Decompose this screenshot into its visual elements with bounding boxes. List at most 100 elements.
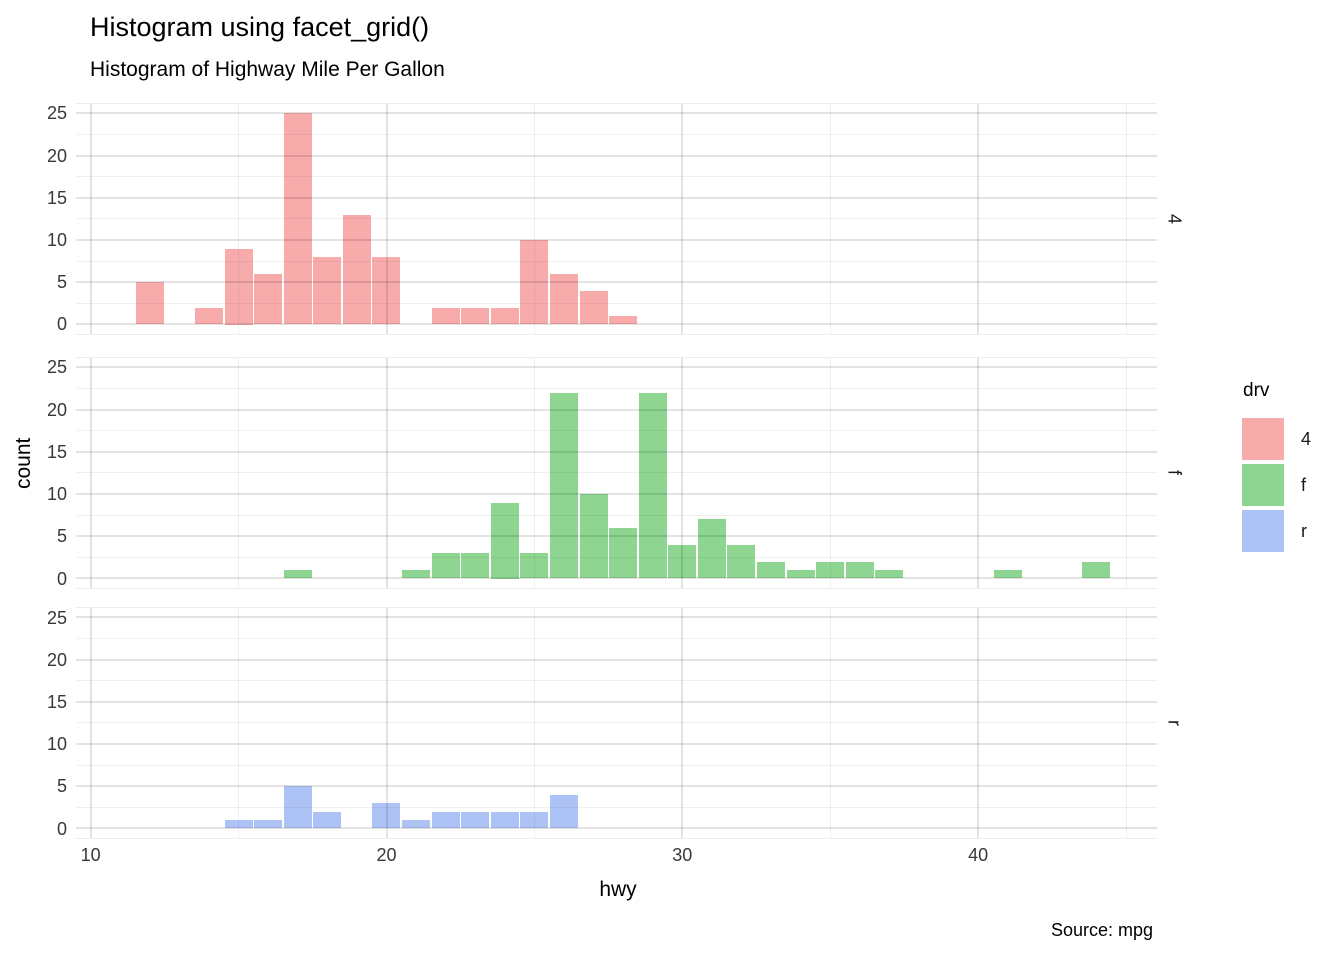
histogram-bar [431,811,460,829]
gridline-major-h [76,239,1157,242]
gridline-major-h [76,577,1157,580]
gridline-major-h [76,827,1157,830]
histogram-bar [697,519,726,579]
gridline-minor-h [76,638,1157,640]
y-tick-label: 25 [46,103,67,124]
facet-panel-r [76,607,1157,839]
chart-subtitle: Histogram of Highway Mile Per Gallon [90,58,445,81]
y-tick-label: 0 [56,314,67,335]
legend-key-f: f [1242,464,1311,506]
gridline-major-h [76,450,1157,453]
chart-title: Histogram using facet_grid() [90,12,430,42]
histogram-bar [402,570,431,579]
histogram-bar [845,561,874,579]
histogram-bar [757,561,786,579]
x-tick-label: 30 [672,845,693,865]
gridline-minor-h [76,514,1157,516]
gridline-major-v [681,357,684,589]
histogram-bar [638,392,667,579]
y-tick-label: 0 [56,818,67,839]
gridline-major-h [76,112,1157,115]
gridline-minor-v [533,357,535,589]
y-tick-label: 20 [46,399,67,420]
histogram-bar [194,307,223,325]
gridline-minor-h [76,388,1157,390]
gridline-minor-v [238,103,239,335]
gridline-minor-h [76,722,1157,724]
histogram-bar [342,214,371,325]
legend-swatch [1242,510,1284,552]
gridline-minor-v [533,103,535,335]
y-tick-label: 5 [56,776,67,797]
histogram-bar [461,811,490,829]
legend-label: f [1301,474,1307,495]
gridline-major-h [76,743,1157,746]
gridline-major-h [76,535,1157,538]
y-tick-label: 5 [56,526,67,547]
y-tick-label: 10 [46,484,67,505]
gridline-minor-h [76,176,1157,178]
legend-label: r [1301,520,1307,541]
gridline-major-h [76,658,1157,661]
gridline-major-h [76,323,1157,326]
legend-swatch [1242,464,1284,506]
panel-top-edge [76,607,1157,608]
histogram-bar [609,316,638,325]
histogram-bar [549,794,578,829]
y-tick-label: 10 [46,734,67,754]
facet-strip-label: f [1164,470,1185,476]
legend-label: 4 [1301,428,1312,449]
gridline-major-v [977,103,980,335]
gridline-minor-v [238,357,239,589]
caption: Source: mpg [1050,920,1153,940]
gridline-minor-h [76,764,1157,766]
histogram-bar [993,570,1022,579]
gridline-minor-h [76,260,1157,262]
histogram-bar [727,544,756,579]
y-tick-label: 20 [46,145,67,166]
y-tick-label: 25 [46,607,67,628]
gridline-minor-v [829,607,831,839]
legend-key-r: r [1242,510,1311,552]
panel-bottom-edge [76,838,1157,839]
gridline-major-h [76,366,1157,369]
legend-keys: 4 f r [1242,418,1311,552]
gridline-major-h [76,196,1157,199]
gridline-major-h [76,408,1157,411]
gridline-major-v [89,357,92,589]
gridline-minor-h [76,806,1157,808]
y-tick-label: 15 [46,441,67,462]
y-tick-label: 25 [46,357,67,378]
histogram-bar [549,392,578,579]
histogram-bar [313,811,342,829]
y-tick-label: 15 [46,187,67,208]
histogram-bar [402,820,431,829]
gridline-minor-v [829,103,831,335]
gridline-major-v [385,357,388,589]
gridline-minor-h [76,472,1157,474]
x-tick-label: 40 [968,845,989,865]
histogram-bar [875,570,904,579]
gridline-major-v [977,607,980,839]
histogram-bar [313,256,342,325]
gridline-minor-h [76,430,1157,432]
x-axis-title: hwy [599,878,637,901]
facet-panel-f [76,357,1157,589]
histogram-bar [490,307,519,325]
legend-title: drv [1243,380,1270,401]
gridline-major-h [76,616,1157,619]
gridline-minor-v [533,607,535,839]
gridline-major-v [385,103,388,335]
histogram-bar [254,820,283,829]
histogram-bar [431,307,460,325]
histogram-bar [786,570,815,579]
y-tick-label: 5 [56,272,67,293]
legend: drv 4 f r [1242,380,1311,556]
gridline-major-h [76,493,1157,496]
gridline-minor-h [76,680,1157,682]
y-tick-label: 15 [46,691,67,712]
facet-strip-label: r [1164,720,1185,726]
y-tick-label: 20 [46,649,67,670]
gridline-major-v [89,607,92,839]
